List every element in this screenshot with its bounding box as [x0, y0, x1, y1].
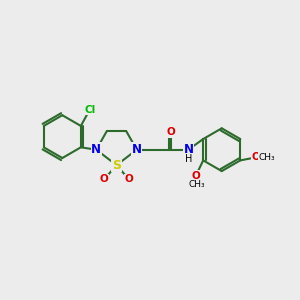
Text: CH₃: CH₃: [188, 180, 205, 189]
Text: O: O: [191, 171, 200, 181]
Text: S: S: [112, 159, 121, 172]
Text: O: O: [100, 174, 108, 184]
Text: O: O: [124, 174, 134, 184]
Text: N: N: [183, 143, 194, 156]
Text: O: O: [251, 152, 260, 162]
Text: O: O: [167, 128, 176, 137]
Text: Cl: Cl: [84, 105, 95, 115]
Text: N: N: [91, 143, 101, 156]
Text: N: N: [132, 143, 142, 156]
Text: CH₃: CH₃: [259, 153, 275, 162]
Text: H: H: [185, 154, 193, 164]
